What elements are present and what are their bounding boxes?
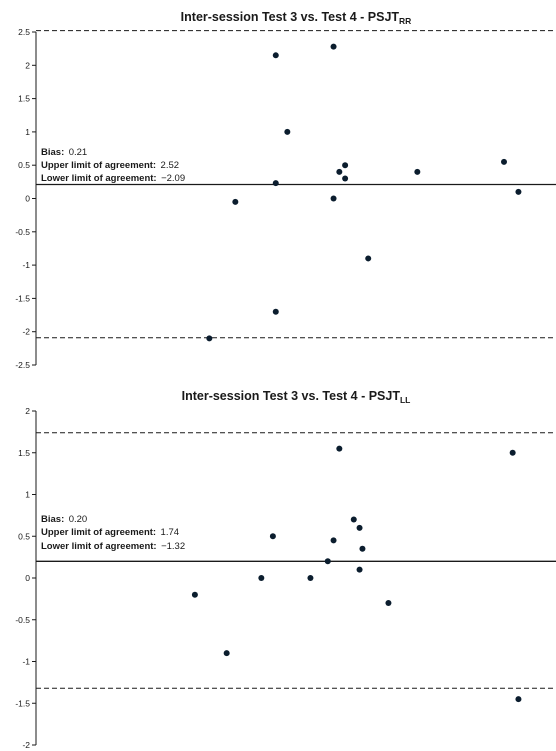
- chart-title: Inter-session Test 3 vs. Test 4 - PSJTLL: [182, 389, 411, 405]
- data-point: [336, 169, 342, 175]
- data-points: [206, 44, 521, 342]
- y-tick-label: 0.5: [18, 531, 30, 541]
- data-point: [206, 335, 212, 341]
- lower-loa-annotation: Lower limit of agreement: −1.32: [41, 536, 185, 553]
- y-tick-label: -1.5: [15, 293, 30, 303]
- chart-title-subscript: RR: [399, 16, 411, 26]
- data-point: [325, 558, 331, 564]
- data-point: [258, 575, 264, 581]
- reference-lines: [36, 31, 556, 338]
- data-point: [515, 696, 521, 702]
- data-points: [192, 446, 522, 703]
- y-tick-labels: 2.5 2 1.5 1 0.5 0 -0.5 -1 -1.5 -2 -2.5: [15, 27, 30, 370]
- bias-annotation: Bias: 0.21: [41, 142, 87, 159]
- y-tick-label: -1: [22, 260, 30, 270]
- y-tick-labels: 2 1.5 1 0.5 0 -0.5 -1 -1.5 -2: [15, 406, 30, 750]
- data-point: [357, 567, 363, 573]
- y-tick-label: 0.5: [18, 160, 30, 170]
- chart-ll: Inter-session Test 3 vs. Test 4 - PSJTLL…: [15, 389, 556, 750]
- y-tick-label: 1: [25, 490, 30, 500]
- reference-lines: [36, 433, 556, 689]
- y-tick-label: 2: [25, 406, 30, 416]
- data-point: [365, 255, 371, 261]
- stats-annotation: Bias: 0.20 Upper limit of agreement: 1.7…: [41, 509, 185, 553]
- y-ticks: [32, 411, 36, 745]
- y-tick-label: 1: [25, 127, 30, 137]
- y-tick-label: -0.5: [15, 227, 30, 237]
- data-point: [284, 129, 290, 135]
- data-point: [307, 575, 313, 581]
- y-tick-label: -2: [22, 327, 30, 337]
- data-point: [351, 517, 357, 523]
- y-tick-label: 1.5: [18, 94, 30, 104]
- chart-title-main: Inter-session Test 3 vs. Test 4 - PSJT: [181, 10, 400, 24]
- y-tick-label: 0: [25, 573, 30, 583]
- y-tick-label: -2: [22, 740, 30, 750]
- data-point: [414, 169, 420, 175]
- data-point: [359, 546, 365, 552]
- data-point: [336, 446, 342, 452]
- data-point: [273, 309, 279, 315]
- data-point: [232, 199, 238, 205]
- data-point: [270, 533, 276, 539]
- data-point: [224, 650, 230, 656]
- y-tick-label: 2.5: [18, 27, 30, 37]
- chart-title-main: Inter-session Test 3 vs. Test 4 - PSJT: [182, 389, 401, 403]
- data-point: [342, 176, 348, 182]
- stats-annotation: Bias: 0.21 Upper limit of agreement: 2.5…: [41, 142, 185, 185]
- data-point: [510, 450, 516, 456]
- y-tick-label: 0: [25, 194, 30, 204]
- y-tick-label: -0.5: [15, 615, 30, 625]
- data-point: [192, 592, 198, 598]
- data-point: [273, 180, 279, 186]
- chart-title-subscript: LL: [400, 395, 410, 405]
- chart-title: Inter-session Test 3 vs. Test 4 - PSJTRR: [181, 10, 412, 26]
- data-point: [515, 189, 521, 195]
- data-point: [385, 600, 391, 606]
- y-ticks: [32, 32, 36, 365]
- y-tick-label: -1.5: [15, 698, 30, 708]
- y-tick-label: 1.5: [18, 448, 30, 458]
- data-point: [357, 525, 363, 531]
- data-point: [331, 44, 337, 50]
- y-tick-label: -2.5: [15, 360, 30, 370]
- data-point: [273, 52, 279, 58]
- y-tick-label: -1: [22, 657, 30, 667]
- chart-rr: Inter-session Test 3 vs. Test 4 - PSJTRR…: [15, 10, 556, 370]
- data-point: [342, 162, 348, 168]
- data-point: [501, 159, 507, 165]
- data-point: [331, 196, 337, 202]
- data-point: [331, 537, 337, 543]
- y-tick-label: 2: [25, 60, 30, 70]
- bias-annotation: Bias: 0.20: [41, 509, 87, 526]
